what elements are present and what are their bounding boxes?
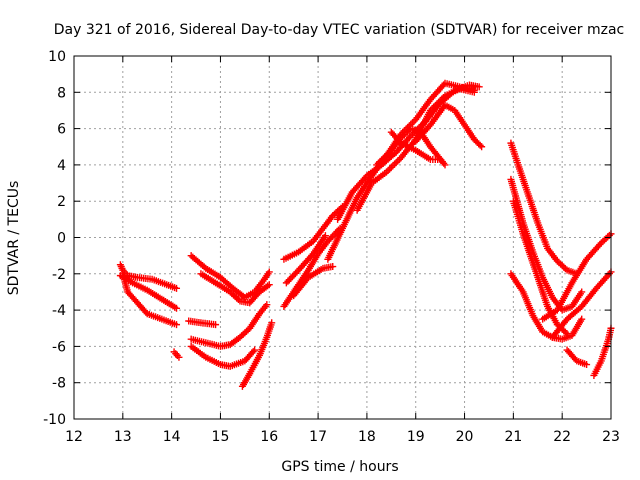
x-tick-label: 18 [358,429,376,445]
x-tick-label: 22 [553,429,571,445]
marker-trail [189,303,269,350]
marker-trail [189,253,272,300]
data-point [373,161,381,169]
tick-labels: 12 13 14 15 16 17 18 19 20 21 22 231086420-2-4-6-8-… [43,49,620,445]
series-track-4 [185,317,220,329]
y-tick-label: 8 [57,85,66,101]
series-track-25 [539,230,615,323]
y-tick-label: 2 [57,194,66,210]
marker-trail [282,204,345,262]
marker-trail [240,321,275,388]
series-track-7 [187,342,259,370]
x-tick-label: 15 [212,429,230,445]
tick-marks [73,55,612,420]
y-tick-label: -8 [52,376,66,392]
y-axis-label: SDTVAR / TECUs [6,181,22,296]
series-track-10 [197,270,273,307]
marker-trail [413,102,484,149]
series-track-11 [280,203,346,263]
series-track-3 [119,270,181,329]
series-track-9 [187,252,273,301]
x-tick-label: 23 [602,429,620,445]
marker-trail [510,199,569,336]
x-tick-label: 14 [163,429,181,445]
data-point [282,279,290,287]
marker-trail [284,234,328,285]
y-tick-label: 0 [57,231,66,247]
y-tick-label: 4 [57,158,66,174]
chart-title: Day 321 of 2016, Sidereal Day-to-day VTE… [54,22,624,38]
marker-trail [187,317,217,328]
x-tick-label: 17 [309,429,327,445]
series-track-5 [170,348,183,361]
marker-trail [508,141,579,277]
y-tick-label: -4 [52,303,66,319]
y-tick-label: -6 [52,339,66,355]
x-axis-label: GPS time / hours [281,459,398,475]
marker-trail [389,130,442,163]
series-track-8 [238,319,276,390]
y-tick-label: -2 [52,267,66,283]
series-track-23 [509,197,571,338]
marker-trail [550,270,613,340]
series-track-6 [187,301,271,350]
series-track-27 [563,346,591,369]
y-tick-label: -10 [43,412,66,428]
y-tick-label: 6 [57,122,66,138]
x-tick-label: 21 [504,429,522,445]
marker-trail [291,263,335,298]
marker-trail [199,271,272,306]
marker-trail [117,263,179,292]
x-tick-label: 19 [407,429,425,445]
marker-trail [119,272,178,328]
series-track-19 [412,101,486,151]
series-track-24 [507,270,586,343]
series-track-14 [290,263,337,300]
y-tick-label: 10 [48,49,66,65]
marker-trail [189,344,257,370]
series-track-20 [387,128,444,163]
marker-trail [591,326,614,377]
marker-trail [172,350,181,359]
x-tick-label: 20 [456,429,474,445]
marker-trail [565,348,589,368]
x-tick-label: 12 [65,429,83,445]
x-tick-label: 16 [260,429,278,445]
x-tick-label: 13 [114,429,132,445]
data-points [116,79,615,390]
series-track-12 [282,232,329,287]
marker-trail [541,231,613,322]
